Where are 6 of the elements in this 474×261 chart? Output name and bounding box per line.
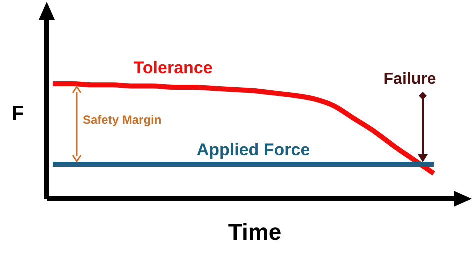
- y-axis-title: F: [12, 103, 24, 125]
- annotation: Safety Margin: [83, 113, 162, 127]
- x-axis-title: Time: [228, 219, 282, 245]
- series-label: Tolerance: [134, 58, 213, 78]
- annotation: Failure: [384, 71, 436, 88]
- series-label: Applied Force: [196, 140, 310, 160]
